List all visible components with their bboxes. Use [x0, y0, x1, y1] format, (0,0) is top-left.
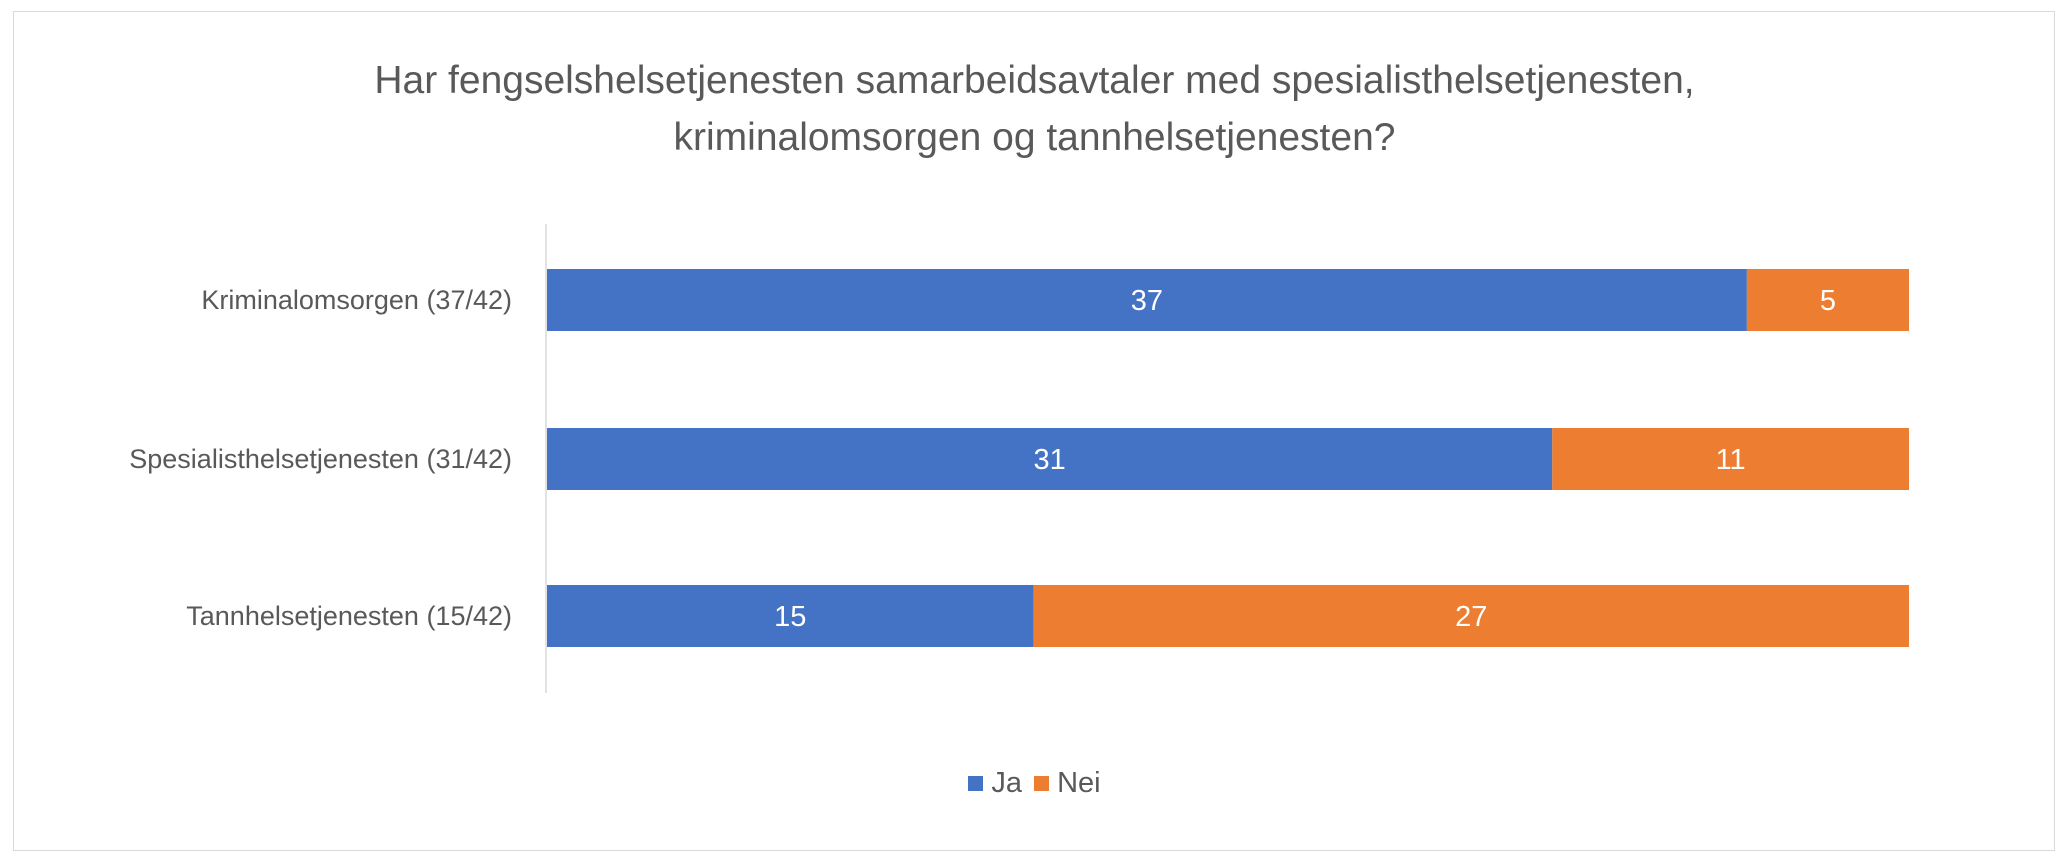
category-label: Spesialisthelsetjenesten (31/42)	[129, 444, 512, 474]
legend: Ja Nei	[0, 766, 2069, 800]
chart-frame	[13, 11, 2055, 851]
legend-label: Nei	[1057, 767, 1101, 799]
legend-item-ja: Ja	[968, 767, 1022, 800]
category-label: Kriminalomsorgen (37/42)	[201, 285, 512, 315]
data-label: 31	[1034, 444, 1066, 476]
bar-nei	[1552, 428, 1909, 490]
chart-title: Har fengselshelsetjenesten samarbeidsavt…	[0, 52, 2069, 166]
data-label: 15	[774, 601, 806, 633]
bar-nei	[1033, 585, 1909, 647]
category-label: Tannhelsetjenesten (15/42)	[186, 601, 512, 631]
legend-swatch	[968, 776, 984, 791]
bar-ja	[547, 428, 1553, 490]
legend-label: Ja	[991, 767, 1023, 799]
data-label: 11	[1716, 444, 1746, 476]
bar-nei	[1746, 269, 1909, 331]
chart-title-line-1: Har fengselshelsetjenesten samarbeidsavt…	[374, 59, 1695, 102]
bar-ja	[547, 269, 1747, 331]
data-label: 27	[1455, 601, 1487, 633]
data-label: 37	[1131, 285, 1163, 317]
chart-title-line-2: kriminalomsorgen og tannhelsetjenesten?	[673, 116, 1396, 159]
data-label: 5	[1820, 285, 1836, 317]
legend-item-nei: Nei	[1034, 767, 1101, 800]
bar-ja	[547, 585, 1034, 647]
legend-swatch	[1034, 776, 1050, 791]
